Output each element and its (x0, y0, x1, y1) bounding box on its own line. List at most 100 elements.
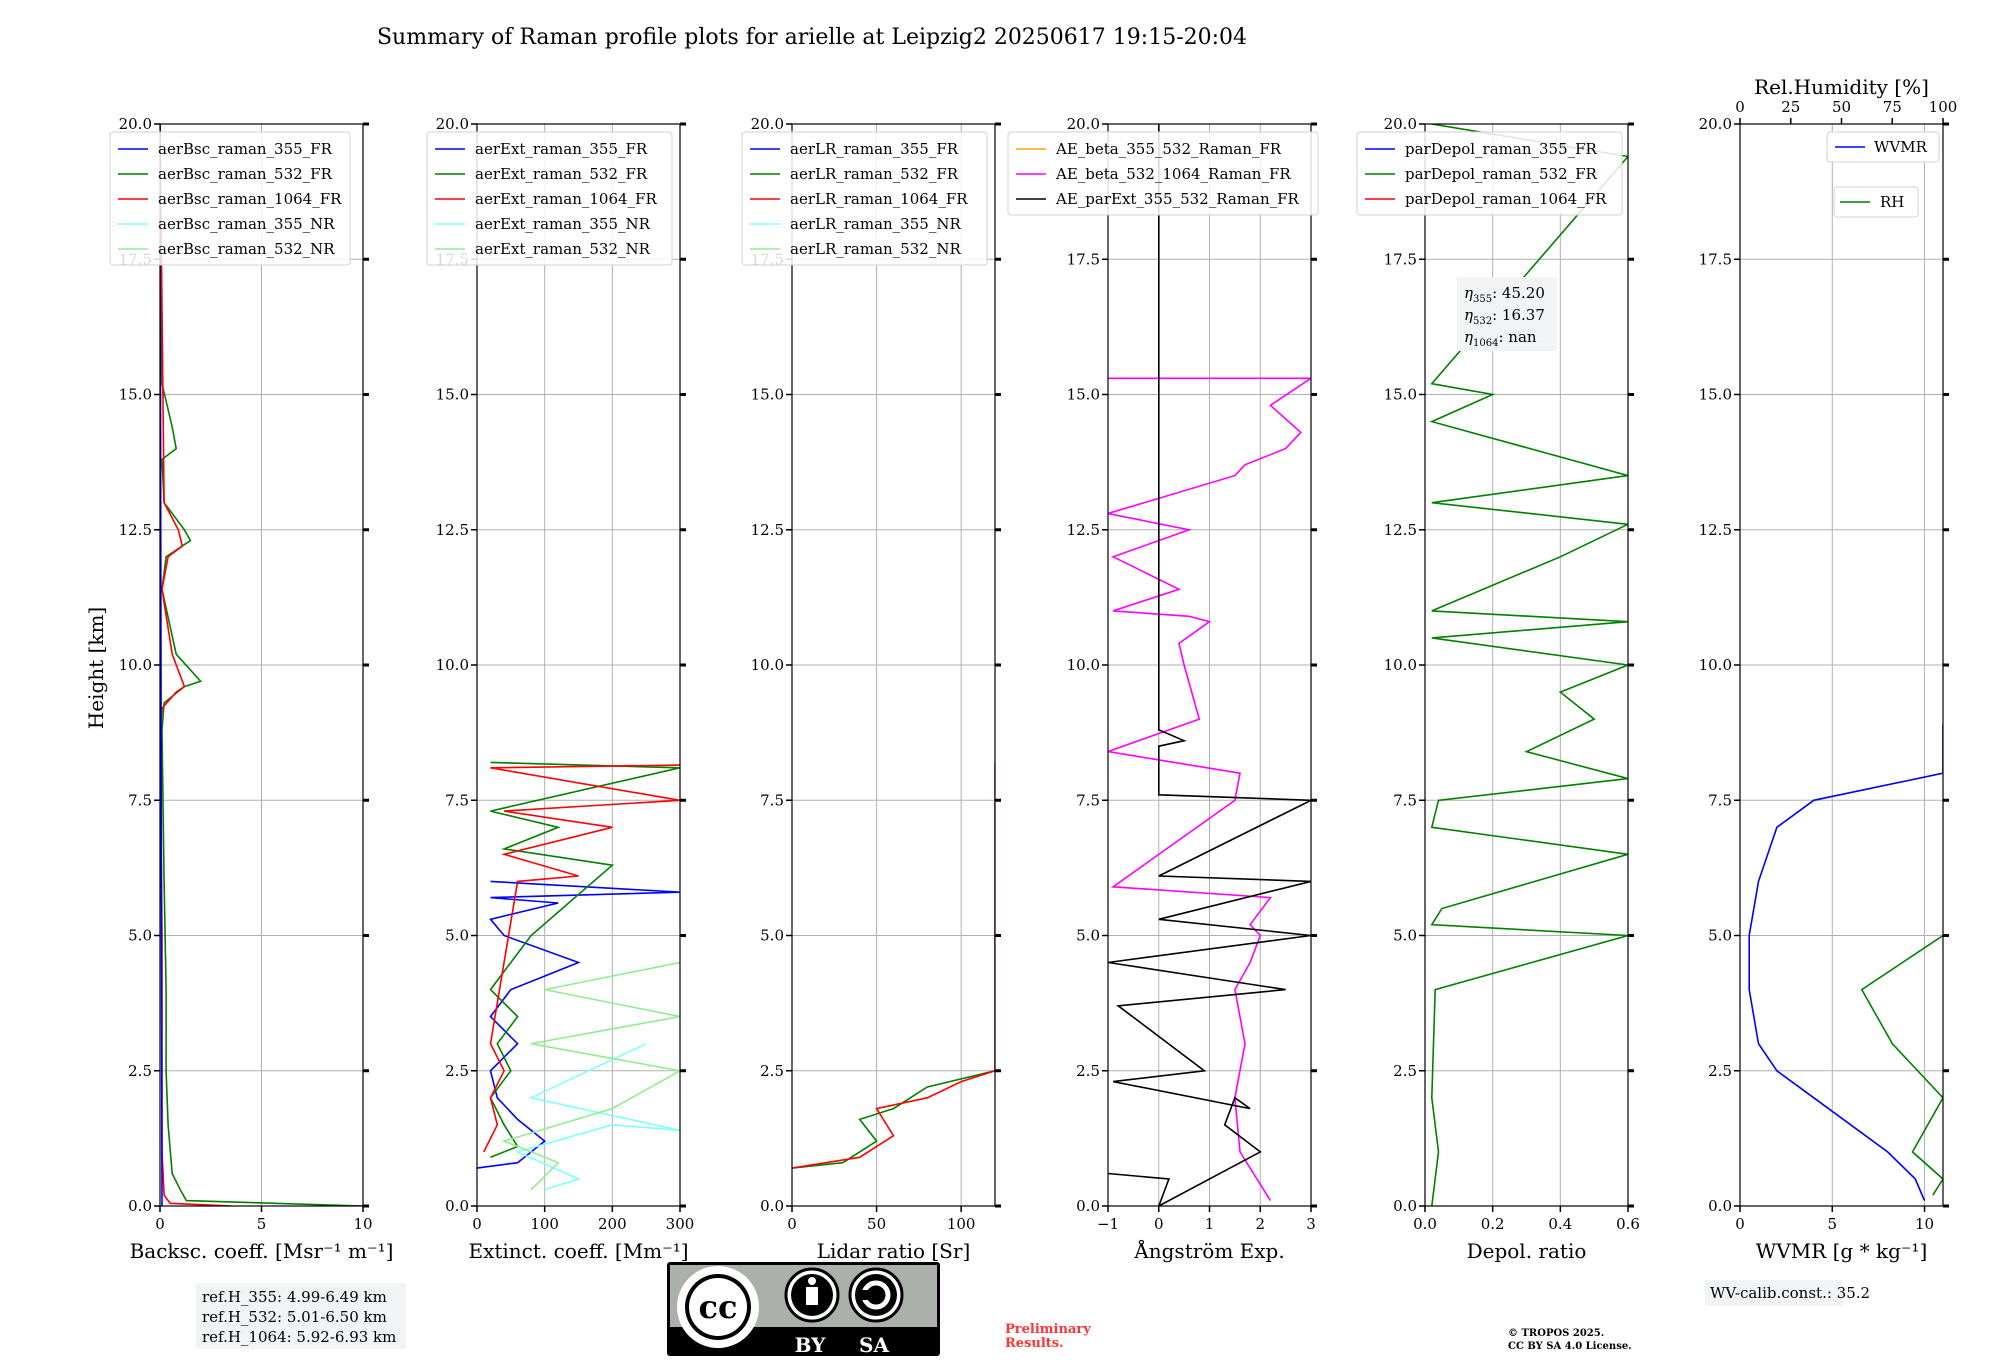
legend-entry: aerLR_raman_532_NR (790, 240, 961, 258)
x-tick-label: 300 (666, 1215, 695, 1233)
y-tick-label: 20.0 (436, 115, 469, 133)
y-tick-label: 20.0 (119, 115, 152, 133)
y-tick-label: 15.0 (436, 386, 469, 404)
legend-entry: aerExt_raman_355_NR (475, 215, 651, 233)
legend-entry: aerBsc_raman_355_NR (158, 215, 335, 233)
legend-entry: aerExt_raman_355_FR (475, 140, 648, 158)
y-tick-label: 0.0 (760, 1197, 784, 1215)
legend-box (741, 131, 988, 266)
y-tick-label: 20.0 (751, 115, 784, 133)
y-tick-label: 10.0 (1699, 656, 1732, 674)
series-group (792, 762, 995, 1169)
x-tick-label: 100 (530, 1215, 559, 1233)
panel-3: 0.02.55.07.510.012.515.017.520.0050100Li… (741, 115, 1001, 1263)
x-axis-label: WVMR [g * kg⁻¹] (1756, 1239, 1928, 1263)
x-axis-label: Depol. ratio (1467, 1239, 1587, 1263)
y-tick-label: 12.5 (119, 521, 152, 539)
top-tick-label: 75 (1883, 98, 1902, 116)
x-tick-label: 50 (867, 1215, 886, 1233)
series-group (1108, 124, 1311, 1206)
y-tick-label: 5.0 (128, 927, 152, 945)
wv-calib-const: WV-calib.const.: 35.2 (1710, 1284, 1870, 1302)
y-tick-label: 7.5 (1076, 791, 1100, 809)
x-tick-label: 1 (1205, 1215, 1215, 1233)
legend-entry: aerBsc_raman_532_FR (158, 165, 333, 183)
series-WVMR (1748, 724, 1943, 1201)
top-tick-label: 100 (1929, 98, 1958, 116)
legend-box (426, 131, 673, 266)
series-aerExt_raman_355_NR (515, 1042, 680, 1191)
y-tick-label: 20.0 (1384, 115, 1417, 133)
x-tick-label: 10 (1915, 1215, 1934, 1233)
series-AE_beta_532_1064_Raman_FR (1108, 377, 1311, 1202)
panels: 0.02.55.07.510.012.515.017.520.00510Back… (109, 75, 1958, 1263)
y-tick-label: 10.0 (436, 656, 469, 674)
y-tick-label: 2.5 (128, 1062, 152, 1080)
x-axis-label: Lidar ratio [Sr] (817, 1239, 971, 1263)
panel-2: 0.02.55.07.510.012.515.017.520.001002003… (426, 115, 695, 1263)
ref-h-355: ref.H_355: 4.99-6.49 km (202, 1288, 387, 1306)
y-tick-label: 2.5 (760, 1062, 784, 1080)
figure-title: Summary of Raman profile plots for ariel… (377, 25, 1247, 50)
legend-entry: parDepol_raman_532_FR (1405, 165, 1598, 183)
y-tick-label: 15.0 (1699, 386, 1732, 404)
x-tick-label: 0.6 (1616, 1215, 1640, 1233)
y-tick-label: 15.0 (119, 386, 152, 404)
y-tick-label: 0.0 (1393, 1197, 1417, 1215)
svg-text:η355: 45.20: η355: 45.20 (1464, 284, 1545, 305)
legend-box (1356, 131, 1623, 216)
y-tick-label: 15.0 (1067, 386, 1100, 404)
cc-by-label: BY (795, 1333, 827, 1357)
y-tick-label: 5.0 (1076, 927, 1100, 945)
y-tick-label: 10.0 (1384, 656, 1417, 674)
legend-box-wvmr (1826, 131, 1940, 163)
wv-calib-box: WV-calib.const.: 35.2 (1705, 1280, 1870, 1306)
ref-h-1064: ref.H_1064: 5.92-6.93 km (202, 1328, 396, 1346)
ref-height-box: ref.H_355: 4.99-6.49 km ref.H_532: 5.01-… (196, 1283, 406, 1349)
series-group (1429, 124, 1628, 1206)
y-tick-label: 15.0 (751, 386, 784, 404)
y-tick-label: 10.0 (1067, 656, 1100, 674)
svg-text:η1064: nan: η1064: nan (1464, 328, 1537, 349)
preliminary-note-line2: Results. (1005, 1336, 1064, 1351)
copyright-line2: CC BY SA 4.0 License. (1508, 1341, 1632, 1352)
x-axis-label: Backsc. coeff. [Msr⁻¹ m⁻¹] (130, 1239, 394, 1263)
legend-entry: WVMR (1874, 138, 1928, 156)
y-tick-label: 0.0 (445, 1197, 469, 1215)
y-tick-label: 7.5 (1708, 791, 1732, 809)
series-aerExt_raman_532_FR (489, 761, 680, 1159)
x-tick-label: 5 (257, 1215, 267, 1233)
x-axis-label: Ångström Exp. (1133, 1238, 1284, 1263)
y-tick-label: 20.0 (1699, 115, 1732, 133)
y-tick-label: 17.5 (1384, 250, 1417, 268)
x-tick-label: 10 (353, 1215, 372, 1233)
ref-h-532: ref.H_532: 5.01-6.50 km (202, 1308, 387, 1326)
series-aerExt_raman_1064_FR (483, 764, 680, 1153)
legend-entry: aerLR_raman_1064_FR (790, 190, 968, 208)
legend-entry: AE_parExt_355_532_Raman_FR (1055, 190, 1300, 208)
series-aerExt_raman_532_NR (501, 961, 680, 1191)
top-tick-label: 0 (1735, 98, 1745, 116)
series-parDepol_raman_532_FR (1429, 124, 1628, 1206)
svg-text:η532: 16.37: η532: 16.37 (1464, 306, 1545, 327)
y-tick-label: 12.5 (1699, 521, 1732, 539)
y-tick-label: 15.0 (1384, 386, 1417, 404)
legend-box (1007, 131, 1319, 216)
x-tick-label: 0 (1154, 1215, 1164, 1233)
legend-entry: aerBsc_raman_532_NR (158, 240, 335, 258)
eta-1064: nan (1508, 328, 1537, 346)
y-tick-label: 7.5 (1393, 791, 1417, 809)
x-tick-label: 3 (1306, 1215, 1316, 1233)
x-tick-label: 0 (1735, 1215, 1745, 1233)
series-aerBsc_raman_532_FR (160, 124, 363, 1206)
legend-entry: AE_beta_355_532_Raman_FR (1055, 140, 1282, 158)
legend-entry: aerLR_raman_532_FR (790, 165, 959, 183)
y-axis-label: Height [km] (84, 607, 108, 729)
y-tick-label: 0.0 (128, 1197, 152, 1215)
top-axis-label: Rel.Humidity [%] (1754, 75, 1929, 99)
legend-entry: AE_beta_532_1064_Raman_FR (1055, 165, 1291, 183)
y-tick-label: 7.5 (128, 791, 152, 809)
y-tick-label: 0.0 (1076, 1197, 1100, 1215)
legend-entry: aerExt_raman_532_NR (475, 240, 651, 258)
